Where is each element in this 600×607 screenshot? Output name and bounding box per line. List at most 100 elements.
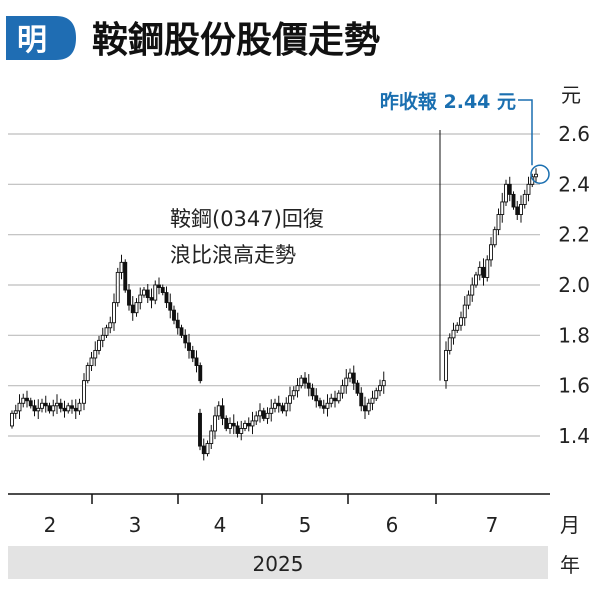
candle-body	[108, 322, 113, 329]
candle	[291, 386, 296, 400]
candle	[32, 399, 37, 417]
candle-body	[160, 287, 165, 293]
candle	[444, 341, 448, 389]
x-month-label: 7	[486, 513, 499, 537]
candle	[519, 195, 523, 223]
candle-body	[276, 402, 281, 407]
candle-body	[515, 206, 520, 215]
candle-body	[534, 173, 538, 178]
candle	[269, 399, 274, 422]
candle-body	[175, 319, 180, 329]
candle	[209, 424, 214, 449]
annotation-line-1: 鞍鋼(0347)回復	[170, 207, 324, 231]
candle	[303, 372, 307, 389]
candle-body	[378, 385, 382, 392]
candle-body	[21, 397, 26, 404]
chart-header: 明 鞍鋼股份股價走勢	[6, 16, 380, 61]
candle-body	[496, 214, 501, 231]
candle	[190, 345, 195, 363]
candle-body	[194, 357, 199, 366]
candle-body	[123, 261, 128, 291]
y-tick-label: 2.0	[558, 273, 590, 297]
candle	[462, 296, 467, 326]
candle	[526, 176, 531, 202]
candle	[325, 394, 330, 417]
candle-body	[115, 271, 120, 304]
candle-body	[205, 443, 210, 455]
year-band	[8, 546, 548, 579]
callout-leader-line	[518, 99, 533, 166]
candle-body	[190, 349, 195, 359]
y-tick-labels: 1.4 1.6 1.8 2.0 2.2 2.4 2.6	[558, 122, 590, 448]
x-month-labels: 2 3 4 5 6 7	[44, 513, 499, 537]
candle-body	[336, 392, 341, 402]
candle	[40, 398, 44, 413]
candle	[28, 397, 33, 409]
x-month-label: 5	[299, 513, 312, 537]
candle	[355, 380, 360, 396]
candle	[348, 368, 352, 383]
candle	[511, 191, 516, 210]
candle	[70, 399, 74, 414]
annotation-line-2: 浪比浪高走勢	[170, 243, 296, 267]
candle-body	[43, 402, 48, 407]
candle-body	[112, 302, 116, 324]
candle	[295, 378, 300, 398]
candle	[336, 390, 341, 404]
candle	[470, 277, 475, 302]
candle	[47, 402, 52, 414]
candle	[58, 398, 63, 413]
candle-body	[93, 349, 98, 359]
candle-body	[295, 385, 300, 392]
candle-body	[303, 377, 307, 384]
candle	[205, 440, 210, 457]
candle	[344, 369, 349, 394]
candle	[235, 421, 240, 438]
candle	[100, 327, 105, 348]
candle-body	[220, 405, 225, 419]
candle-body	[17, 402, 22, 412]
candle-body	[145, 289, 150, 299]
last-close-callout: 昨收報 2.44 元	[380, 90, 550, 185]
candle-body	[55, 402, 59, 407]
candle	[89, 351, 94, 371]
candle	[179, 324, 184, 339]
candle-body	[470, 284, 475, 296]
candle-body	[284, 402, 289, 412]
candle-body	[299, 377, 304, 387]
candle	[489, 237, 493, 267]
x-month-label: 4	[214, 513, 227, 537]
candle-body	[149, 297, 154, 301]
x-axis-ticks	[91, 494, 437, 504]
candle	[504, 179, 508, 207]
candle-body	[157, 284, 161, 288]
candle-body	[201, 445, 206, 455]
candle	[370, 390, 375, 411]
candle	[359, 387, 364, 412]
candle	[198, 408, 202, 451]
candle-body	[179, 327, 184, 336]
candle	[216, 401, 221, 420]
candle	[115, 267, 120, 307]
candle	[73, 399, 78, 419]
candle	[17, 394, 22, 419]
candle	[231, 414, 236, 435]
candle-body	[507, 183, 512, 195]
candle	[254, 411, 259, 425]
candle-body	[40, 402, 44, 409]
gridlines	[8, 133, 540, 437]
candle-body	[444, 349, 448, 382]
candle	[183, 329, 188, 349]
candle	[280, 402, 285, 414]
candle-body	[318, 400, 322, 407]
candle	[250, 411, 255, 435]
candle	[130, 296, 135, 321]
candle-body	[246, 422, 251, 427]
candle-body	[138, 294, 143, 304]
candle-body	[355, 382, 360, 394]
candle-body	[89, 357, 94, 366]
candle	[374, 387, 379, 401]
candle-body	[47, 405, 52, 412]
candle	[477, 261, 482, 281]
candle	[474, 271, 478, 288]
